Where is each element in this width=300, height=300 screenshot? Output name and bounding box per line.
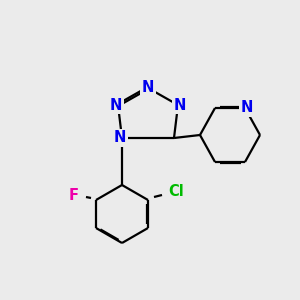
Text: F: F [69,188,79,202]
Text: N: N [142,80,154,95]
Text: Cl: Cl [168,184,184,200]
Text: N: N [241,100,253,116]
Text: N: N [174,98,186,112]
Text: N: N [110,98,122,112]
Text: N: N [114,130,126,146]
